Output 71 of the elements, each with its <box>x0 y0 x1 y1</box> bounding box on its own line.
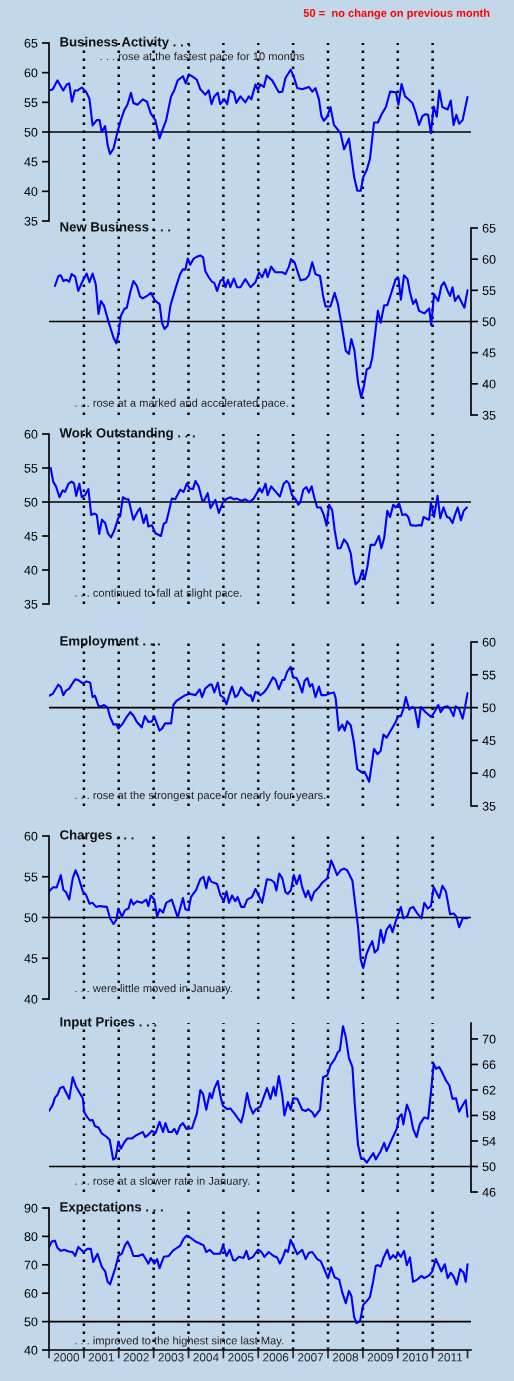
x-tick-label: 2003 <box>158 1353 184 1362</box>
y-tick-label: 50 <box>24 497 38 507</box>
y-tick-label: 35 <box>24 599 38 609</box>
x-tick-label: 2009 <box>367 1353 393 1362</box>
y-tick-label: 50 <box>482 703 496 713</box>
annotation: . . . rose at a slower rate in January. <box>75 1176 250 1188</box>
y-tick-label: 55 <box>24 872 38 882</box>
y-tick-label: 66 <box>482 1060 496 1070</box>
x-tick-label: 2010 <box>402 1353 428 1362</box>
y-tick-label: 40 <box>24 565 38 575</box>
y-tick-label: 46 <box>482 1187 496 1197</box>
annotation: . . . rose at a marked and accelerated pace. <box>75 398 288 409</box>
y-tick-label: 40 <box>482 769 496 778</box>
y-tick-label: 35 <box>482 801 496 811</box>
y-tick-label: 35 <box>24 216 38 226</box>
y-tick-label: 35 <box>482 410 496 420</box>
y-tick-label: 50 <box>24 1317 38 1327</box>
y-tick-label: 65 <box>482 223 496 233</box>
y-tick-label: 90 <box>24 1203 38 1213</box>
chart-title: Business Activity . . . <box>60 36 191 50</box>
chart-title: Work Outstanding . . . <box>59 427 195 441</box>
y-tick-label: 50 <box>24 127 38 137</box>
y-tick-label: 45 <box>24 157 38 167</box>
y-tick-label: 55 <box>24 98 38 107</box>
y-tick-label: 80 <box>24 1232 38 1242</box>
x-tick-label: 2006 <box>263 1353 289 1362</box>
y-tick-label: 45 <box>24 954 38 963</box>
y-tick-label: 40 <box>24 994 38 1004</box>
y-tick-label: 60 <box>24 831 38 841</box>
x-tick-label: 2011 <box>437 1353 463 1362</box>
y-tick-label: 55 <box>482 670 496 680</box>
x-tick-label: 2002 <box>123 1353 149 1362</box>
x-tick-label: 2008 <box>332 1353 359 1362</box>
x-tick-label: 2000 <box>53 1353 80 1362</box>
y-tick-label: 55 <box>24 463 38 473</box>
y-tick-label: 60 <box>24 1289 38 1298</box>
x-tick-label: 2004 <box>193 1353 219 1362</box>
annotation: . . . continued to fall at slight pace. <box>75 588 242 599</box>
chart-title: Charges . . . <box>60 829 134 843</box>
chart-title: Input Prices . . . <box>60 1016 157 1030</box>
y-tick-label: 55 <box>482 286 496 295</box>
y-tick-label: 58 <box>482 1111 496 1121</box>
chart-title: Expectations . . . <box>60 1201 163 1215</box>
annotation: . . . rose at the strongest pace for nearly four years. <box>75 790 326 802</box>
y-tick-label: 45 <box>482 348 496 358</box>
y-tick-label: 40 <box>482 379 496 389</box>
y-tick-label: 45 <box>482 736 496 746</box>
x-tick-label: 2001 <box>88 1353 114 1362</box>
y-tick-label: 50 <box>24 913 38 923</box>
y-tick-label: 50 <box>482 317 496 327</box>
y-tick-label: 65 <box>24 38 38 48</box>
y-tick-label: 40 <box>24 1345 38 1355</box>
y-tick-label: 60 <box>482 254 496 264</box>
y-tick-label: 50 <box>482 1162 496 1172</box>
y-tick-label: 62 <box>482 1085 496 1095</box>
y-tick-label: 45 <box>24 531 38 541</box>
y-tick-label: 70 <box>24 1260 38 1270</box>
chart-subtitle: 50 = no change on previous month <box>303 8 490 20</box>
y-tick-label: 70 <box>482 1034 496 1044</box>
y-tick-label: 60 <box>482 637 496 647</box>
y-tick-label: 54 <box>482 1136 496 1146</box>
x-tick-label: 2007 <box>298 1353 324 1362</box>
x-tick-label: 2005 <box>228 1353 254 1362</box>
chart-title: Employment . . . <box>60 635 160 649</box>
annotation: . . . were little moved in January. <box>75 984 232 995</box>
y-tick-label: 60 <box>24 429 38 439</box>
annotation: . . . improved to the highest since last May. <box>75 1336 284 1347</box>
chart-title: New Business . . . <box>60 221 171 232</box>
annotation: . . . rose at the fastest pace for 10 months <box>100 52 305 63</box>
y-tick-label: 40 <box>24 187 38 196</box>
y-tick-label: 60 <box>24 68 38 78</box>
